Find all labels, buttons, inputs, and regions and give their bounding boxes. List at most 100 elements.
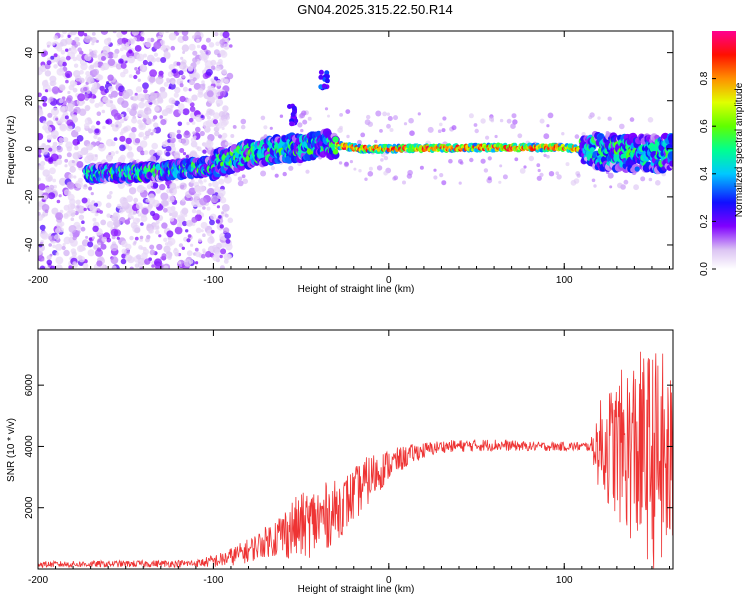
spectrogram-point (389, 128, 394, 132)
spectrogram-point (150, 37, 155, 43)
spectrogram-point (58, 137, 64, 143)
spectrogram-point (196, 44, 201, 49)
spectrogram-point (159, 39, 166, 46)
spectrogram-point (609, 185, 613, 189)
snr-frame (37, 329, 674, 570)
spectrogram-point (203, 179, 207, 183)
spectrogram-point (136, 53, 145, 62)
spectrogram-point (555, 171, 559, 175)
spectrogram-point (160, 192, 169, 201)
spectrogram-point (324, 107, 329, 111)
spectrogram-point (60, 38, 68, 47)
spectrogram-point (224, 213, 229, 218)
spectrogram-point (177, 222, 183, 228)
spectrogram-point (367, 171, 374, 177)
spectrogram-point (366, 114, 371, 120)
spectrogram-point (498, 180, 502, 184)
spectrogram-point (202, 121, 211, 129)
spectrogram-point (77, 47, 82, 52)
spectrogram-point (77, 31, 85, 37)
spectrogram-point (581, 132, 586, 137)
spectrogram-point (225, 238, 231, 244)
spectrogram-point (200, 115, 204, 119)
spectrogram-point (74, 44, 78, 48)
spectrogram-point (106, 220, 114, 228)
spectrogram-point (155, 76, 164, 85)
spectrogram-point (51, 107, 59, 116)
spectrogram-point (133, 240, 137, 244)
spectrogram-point (129, 266, 134, 269)
spectrogram-point (163, 51, 171, 59)
spectrogram-point (58, 84, 66, 91)
spectrogram-point (134, 227, 141, 234)
spectrogram-point (134, 138, 141, 144)
spectrogram-point (89, 64, 95, 70)
spectrogram-point (119, 154, 126, 161)
spectrogram-point (190, 180, 194, 184)
spectrogram-point (353, 167, 357, 171)
spectrogram-point (155, 188, 161, 194)
spectrogram-point (517, 133, 523, 139)
spectrogram-point (149, 244, 155, 250)
spectrogram-point (207, 96, 216, 104)
spectrogram-point (196, 209, 202, 215)
spectrogram-point (480, 118, 486, 124)
spectrogram-x-tick-label: -200 (28, 275, 48, 286)
spectrogram-point (38, 204, 43, 211)
spectrogram-point (222, 105, 229, 112)
spectrogram-point (38, 189, 43, 196)
spectrogram-point (160, 256, 164, 260)
spectrogram-point (543, 153, 547, 158)
spectrogram-point (72, 235, 77, 241)
spectrogram-point (70, 31, 77, 36)
spectrogram-point (87, 241, 94, 248)
spectrogram-point (53, 53, 58, 58)
snr-y-tick-label: 6000 (24, 374, 35, 397)
spectrogram-point (145, 41, 152, 48)
spectrogram-point (148, 110, 152, 115)
spectrogram-point (144, 258, 151, 265)
spectrogram-point (84, 155, 92, 164)
spectrogram-point (181, 75, 186, 79)
spectrogram-point (95, 248, 103, 257)
spectrogram-point (212, 119, 218, 125)
spectrogram-point (202, 149, 207, 154)
spectrogram-point (119, 135, 126, 142)
spectrogram-point (433, 168, 437, 172)
spectrogram-point (44, 209, 49, 213)
spectrogram-point (88, 237, 93, 241)
spectrogram-point (151, 99, 156, 104)
spectrogram-point (107, 74, 114, 81)
spectrogram-point (588, 115, 593, 120)
spectrogram-point (92, 217, 97, 222)
spectrogram-point (187, 65, 194, 72)
spectrogram-point (41, 232, 49, 240)
spectrogram-point (510, 123, 516, 129)
spectrogram-point (339, 125, 343, 130)
spectrogram-point (46, 60, 52, 66)
spectrogram-point (38, 177, 41, 182)
spectrogram-point (131, 103, 139, 111)
spectrogram-point (90, 36, 97, 43)
spectrogram-point (205, 251, 212, 258)
spectrogram-point (42, 124, 48, 131)
spectrogram-point (140, 150, 145, 156)
spectrogram-point (137, 263, 143, 269)
spectrogram-point (120, 118, 125, 124)
spectrogram-point (80, 226, 86, 232)
spectrogram-point (494, 134, 498, 139)
spectrogram-point (386, 112, 390, 116)
spectrogram-point (211, 80, 215, 84)
spectrogram-point (171, 80, 176, 85)
spectrogram-point (58, 98, 64, 104)
spectrogram-point (97, 242, 101, 246)
spectrogram-y-tick-label: 0 (24, 146, 35, 152)
spectrogram-point (38, 163, 41, 167)
spectrogram-point (216, 205, 220, 209)
snr-y-label: SNR (10 * v/v) (6, 418, 17, 482)
spectrogram-point (528, 155, 534, 162)
spectrogram-point (98, 101, 104, 107)
spectrogram-point (55, 212, 64, 221)
spectrogram-point (221, 68, 227, 75)
spectrogram-point (224, 78, 229, 84)
